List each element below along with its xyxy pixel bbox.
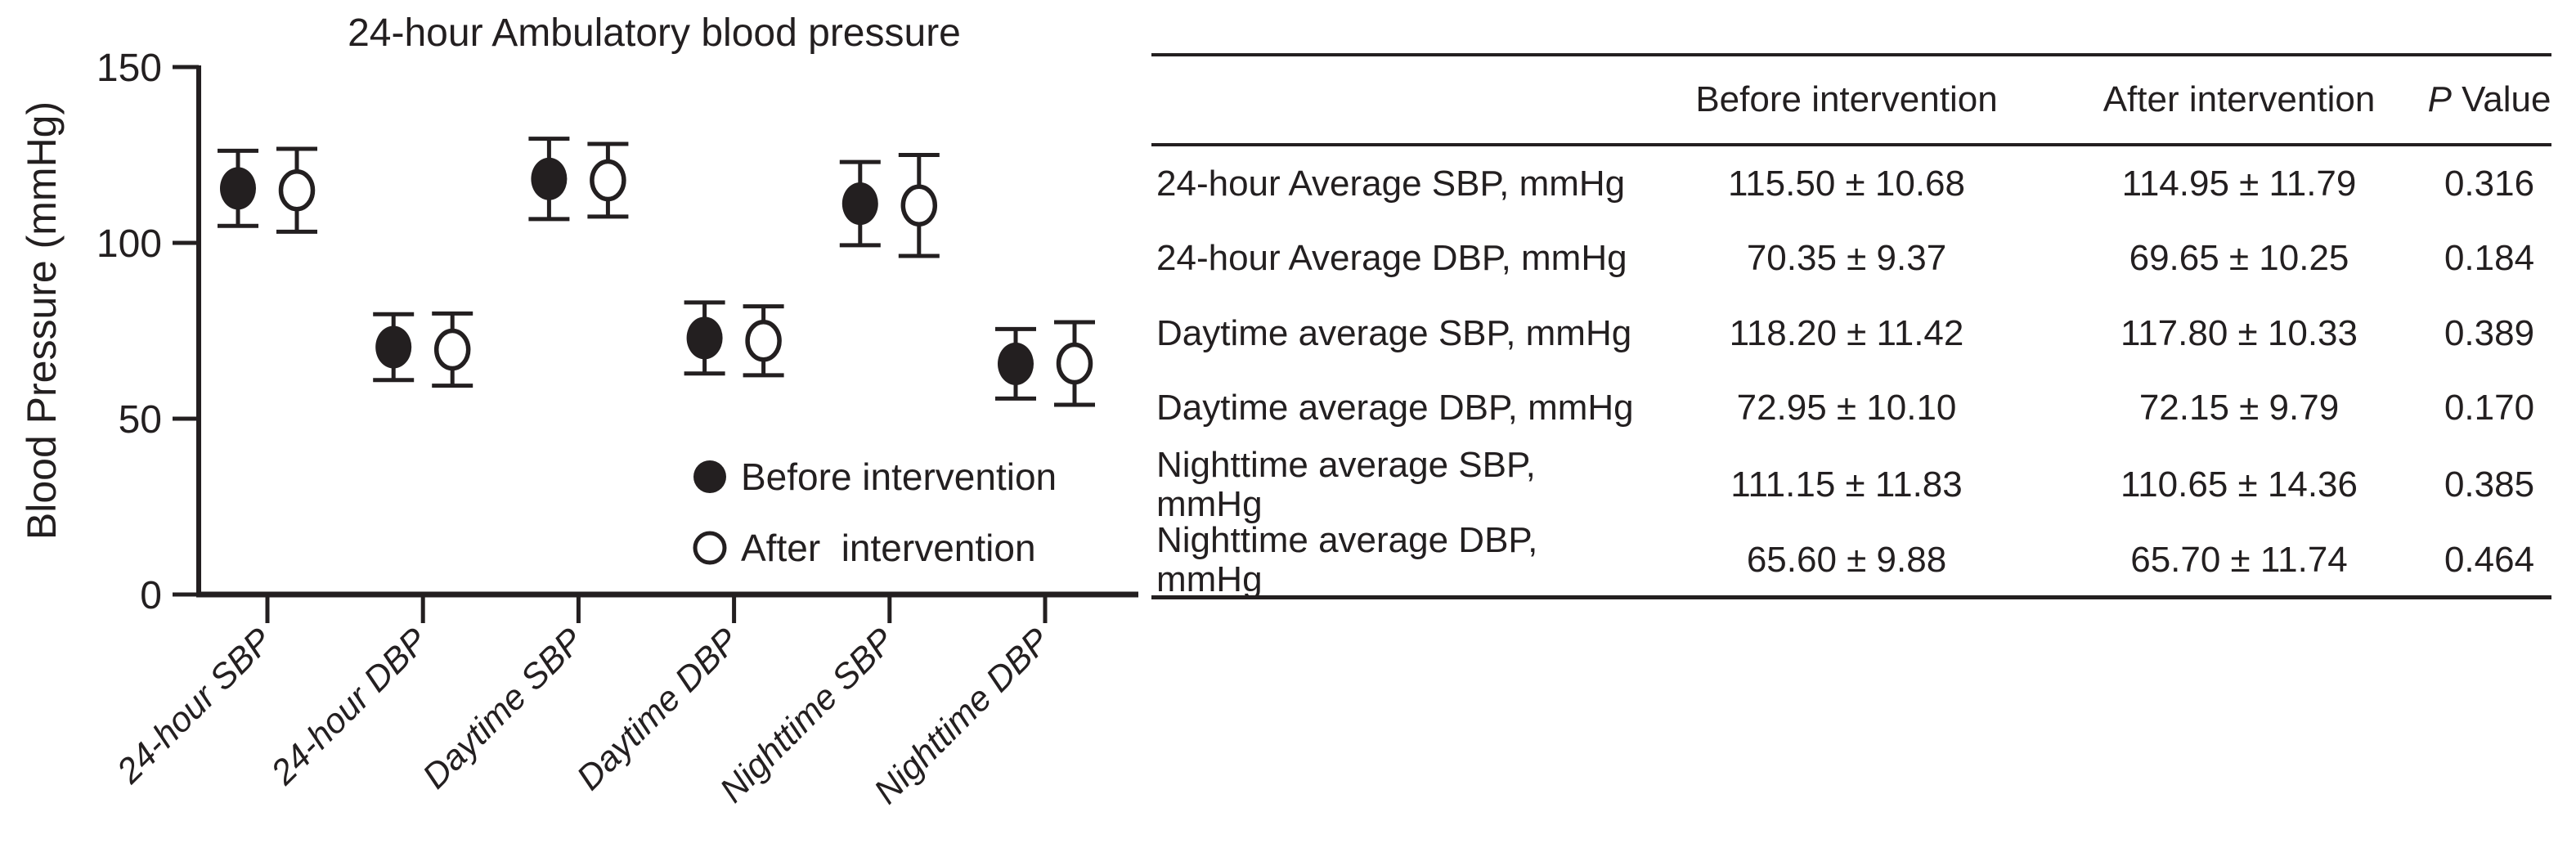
- data-point-before: [220, 167, 256, 210]
- table-body: 24-hour Average SBP, mmHg 115.50 ± 10.68 1…: [1151, 146, 2551, 599]
- x-category-label: Daytime SBP: [415, 621, 591, 796]
- p-value-cell: 0.184: [2444, 238, 2535, 279]
- chart-title: 24-hour Ambulatory blood pressure: [348, 11, 961, 55]
- after-value-cell: 117.80 ± 10.33: [2120, 312, 2358, 353]
- legend-label-before: Before intervention: [741, 455, 1057, 498]
- data-point-after: [590, 159, 626, 202]
- bp-statistics-table: Before intervention After intervention P…: [1151, 53, 2551, 599]
- legend-marker-after: [693, 531, 727, 565]
- p-value-cell: 0.389: [2444, 312, 2535, 353]
- p-value-header-italic: P: [2427, 79, 2452, 119]
- row-label-cell: Nighttime average DBP, mmHg: [1156, 519, 1538, 599]
- data-point-before: [841, 182, 878, 226]
- table-row: 24-hour Average DBP, mmHg 70.35 ± 9.37 69.…: [1151, 222, 2551, 297]
- y-tick-label: 50: [119, 398, 162, 442]
- table-row: Nighttime average SBP, mmHg 111.15 ± 11.8…: [1151, 445, 2551, 524]
- row-label-cell: Daytime average SBP, mmHg: [1156, 312, 1632, 353]
- table-row: Daytime average SBP, mmHg 118.20 ± 11.42 1…: [1151, 296, 2551, 371]
- legend-label-after: After intervention: [741, 527, 1036, 569]
- x-category-label: 24-hour DBP: [263, 621, 436, 793]
- p-value-header: P Value: [2427, 79, 2551, 119]
- before-value-cell: 118.20 ± 11.42: [1729, 312, 1964, 353]
- y-axis-title: Blood Pressure (mmHg): [19, 101, 65, 540]
- before-intervention-header: Before intervention: [1695, 79, 1998, 119]
- before-value-cell: 72.95 ± 10.10: [1736, 388, 1957, 428]
- after-value-cell: 72.15 ± 9.79: [2138, 388, 2340, 428]
- p-value-cell: 0.464: [2444, 539, 2535, 580]
- data-point-after: [433, 328, 471, 371]
- row-label-cell: Daytime average DBP, mmHg: [1156, 388, 1634, 428]
- table-row: Nighttime average DBP, mmHg 65.60 ± 9.88 6…: [1151, 520, 2551, 599]
- table-row: Daytime average DBP, mmHg 72.95 ± 10.10 72…: [1151, 371, 2551, 446]
- after-value-cell: 65.70 ± 11.74: [2130, 539, 2348, 580]
- after-value-cell: 110.65 ± 14.36: [2120, 464, 2358, 505]
- after-value-cell: 69.65 ± 10.25: [2129, 238, 2349, 279]
- row-label-cell: Nighttime average SBP, mmHg: [1156, 445, 1536, 525]
- before-value-cell: 65.60 ± 9.88: [1746, 539, 1947, 580]
- legend-marker-before: [693, 460, 726, 493]
- after-intervention-header: After intervention: [2103, 79, 2376, 119]
- x-category-label: 24-hour SBP: [109, 621, 280, 792]
- row-label-cell: 24-hour Average SBP, mmHg: [1156, 163, 1626, 204]
- y-tick-label: 100: [96, 222, 162, 266]
- data-point-after: [278, 168, 316, 212]
- before-value-cell: 111.15 ± 11.83: [1730, 464, 1963, 505]
- table-row: 24-hour Average SBP, mmHg 115.50 ± 10.68 1…: [1151, 146, 2551, 222]
- y-tick-label: 0: [140, 574, 162, 617]
- p-value-cell: 0.316: [2444, 163, 2535, 204]
- after-value-cell: 114.95 ± 11.79: [2121, 163, 2357, 204]
- data-point-after: [745, 320, 782, 362]
- p-value-cell: 0.385: [2444, 464, 2535, 505]
- x-category-label: Daytime DBP: [569, 621, 747, 798]
- data-point-before: [531, 157, 568, 200]
- p-value-cell: 0.170: [2444, 388, 2535, 428]
- y-tick-label: 150: [96, 47, 162, 90]
- data-point-before: [686, 316, 723, 360]
- row-label-cell: 24-hour Average DBP, mmHg: [1156, 238, 1627, 279]
- data-point-before: [375, 325, 412, 369]
- data-point-after: [1056, 342, 1093, 385]
- data-point-before: [998, 342, 1034, 385]
- p-value-header-rest: Value: [2451, 79, 2551, 119]
- data-point-after: [900, 184, 938, 227]
- before-value-cell: 70.35 ± 9.37: [1746, 238, 1947, 279]
- before-value-cell: 115.50 ± 10.68: [1727, 163, 1966, 204]
- table-header-row: Before intervention After intervention P…: [1151, 56, 2551, 146]
